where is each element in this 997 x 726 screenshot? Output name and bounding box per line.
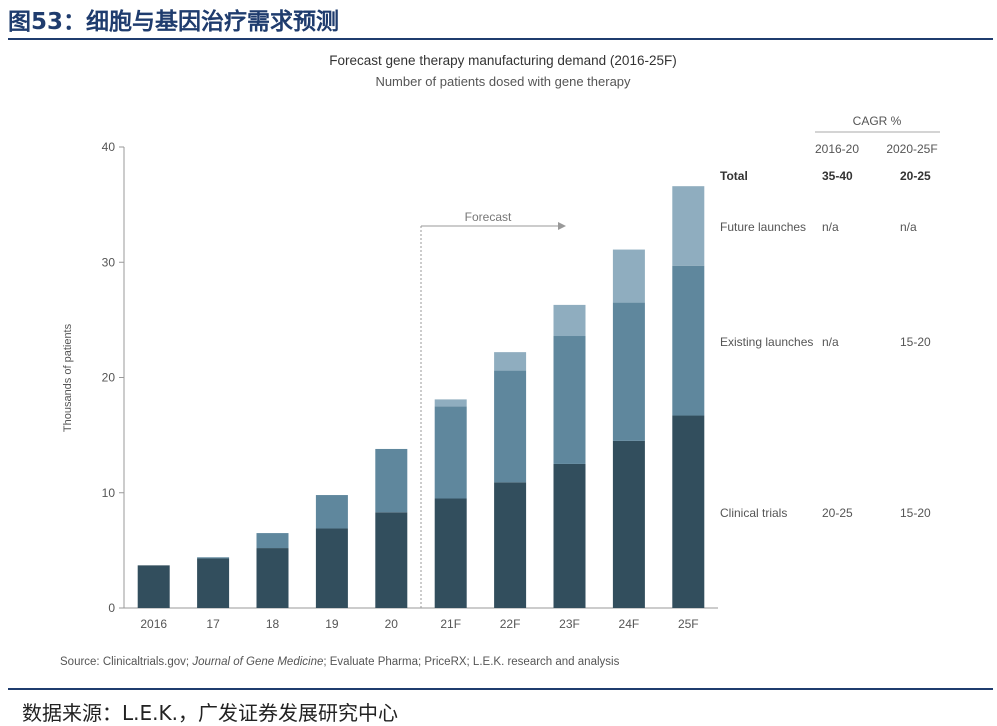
y-tick-label: 20 <box>102 371 116 385</box>
chart-title: Forecast gene therapy manufacturing dema… <box>329 53 676 68</box>
x-tick-label: 23F <box>559 617 580 631</box>
y-tick-label: 10 <box>102 486 116 500</box>
bar-segment <box>434 399 467 407</box>
cagr-period: 2020-25F <box>886 142 937 156</box>
cagr-value: 20-25 <box>822 506 853 520</box>
y-axis-label: Thousands of patients <box>62 323 74 432</box>
cagr-value: n/a <box>822 220 839 234</box>
cagr-value: 20-25 <box>900 169 931 183</box>
x-tick-label: 25F <box>678 617 699 631</box>
x-tick-label: 21F <box>440 617 461 631</box>
source-note: Source: Clinicaltrials.gov; Journal of G… <box>60 656 620 668</box>
bar-segment <box>434 498 467 608</box>
bar-segment <box>375 512 408 608</box>
cagr-value: 35-40 <box>822 169 853 183</box>
bar-segment <box>672 265 705 416</box>
bottom-rule <box>8 688 993 690</box>
x-tick-label: 18 <box>266 617 280 631</box>
bar-segment <box>612 440 645 608</box>
bar-segment <box>553 336 586 464</box>
title-rule <box>8 38 993 40</box>
bar-segment <box>315 495 348 529</box>
cagr-row-label: Existing launches <box>720 335 813 349</box>
chart-subtitle: Number of patients dosed with gene thera… <box>375 74 631 89</box>
cagr-value: 15-20 <box>900 335 931 349</box>
figure-title: 图53：细胞与基因治疗需求预测 <box>8 9 340 35</box>
bar-segment <box>256 533 289 549</box>
bar-segment <box>197 558 230 608</box>
chart: Forecast gene therapy manufacturing dema… <box>60 53 940 668</box>
bar-segment <box>137 565 170 608</box>
cagr-table: CAGR % 2016-20 2020-25F Total 35-40 20-25 Futu… <box>720 114 940 520</box>
cagr-period: 2016-20 <box>815 142 859 156</box>
bar-segment <box>375 448 408 513</box>
bar-segment <box>612 249 645 303</box>
forecast-marker: Forecast <box>420 210 566 608</box>
y-tick-label: 40 <box>102 140 116 154</box>
bottom-source: 数据来源：L.E.K.，广发证券发展研究中心 <box>22 701 398 725</box>
x-tick-label: 20 <box>385 617 399 631</box>
x-tick-label: 24F <box>619 617 640 631</box>
cagr-row-label: Clinical trials <box>720 506 787 520</box>
cagr-value: n/a <box>900 220 917 234</box>
y-tick-label: 30 <box>102 255 116 269</box>
bar-segment <box>315 528 348 608</box>
cagr-value: n/a <box>822 335 839 349</box>
bar-segment <box>672 186 705 266</box>
cagr-row-label: Future launches <box>720 220 806 234</box>
bar-segment <box>672 415 705 608</box>
bar-segment <box>256 548 289 608</box>
cagr-value: 15-20 <box>900 506 931 520</box>
cagr-header: CAGR % <box>853 114 902 128</box>
forecast-arrow-head <box>558 222 566 230</box>
bar-segment <box>434 406 467 499</box>
bar-segment <box>553 463 586 608</box>
bar-segment <box>494 352 527 371</box>
x-tick-label: 2016 <box>140 617 167 631</box>
forecast-label: Forecast <box>465 210 512 224</box>
y-tick-label: 0 <box>108 601 115 615</box>
bars <box>137 186 705 608</box>
bar-segment <box>612 302 645 441</box>
x-tick-label: 22F <box>500 617 521 631</box>
cagr-row-label: Total <box>720 169 748 183</box>
x-tick-label: 19 <box>325 617 339 631</box>
bar-segment <box>553 304 586 337</box>
bar-segment <box>197 557 230 559</box>
x-tick-label: 17 <box>206 617 220 631</box>
bar-segment <box>494 482 527 608</box>
bar-segment <box>494 370 527 483</box>
